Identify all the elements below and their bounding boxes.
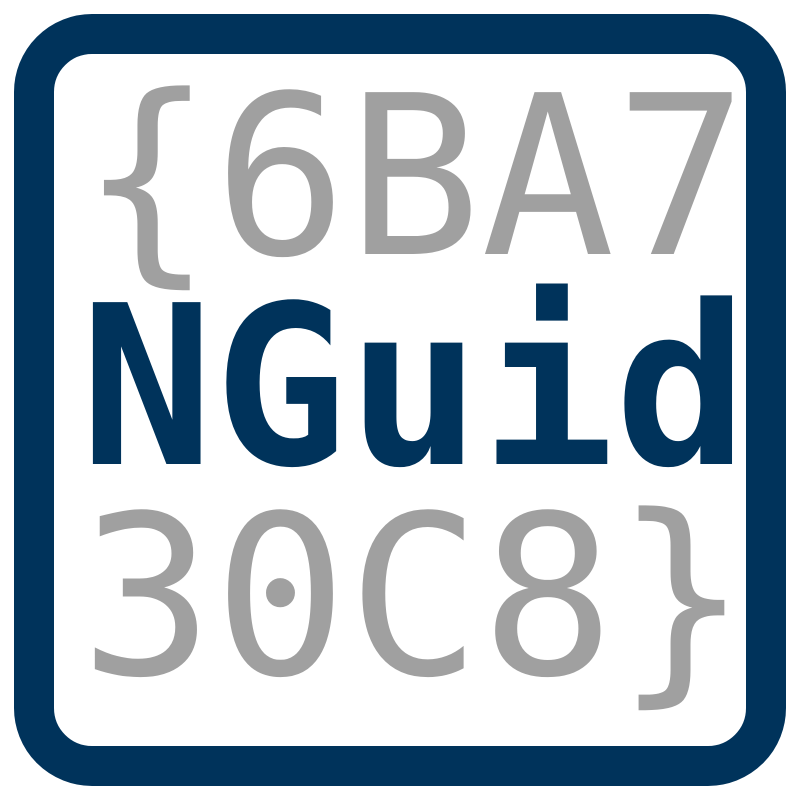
logo-glyph-close-brace: } [614, 469, 749, 727]
logo-wordmark-letter: u [347, 259, 481, 517]
logo-wordmark-letter: N [80, 259, 214, 517]
logo-glyph: 3 [80, 469, 214, 727]
logo-glyph: 6 [213, 49, 348, 307]
logo-frame [14, 14, 786, 786]
logo-glyph: B [347, 49, 481, 307]
logo-glyph: 0 [213, 469, 348, 727]
logo-wordmark-letter: G [213, 259, 348, 517]
logo-wordmark-letter: i [480, 259, 615, 517]
logo-glyph: C [347, 469, 481, 727]
logo-wordmark-letter: d [614, 259, 749, 517]
logo-wordmark: N G u i d [0, 259, 800, 517]
logo-row-bottom: 3 0 C 8 } [0, 469, 800, 727]
logo-glyph: A [480, 49, 615, 307]
logo-row-top: { 6 B A 7 [0, 49, 800, 307]
logo-glyph-open-brace: { [80, 49, 214, 307]
logo-glyph: 8 [480, 469, 615, 727]
logo-glyph: 7 [614, 49, 749, 307]
